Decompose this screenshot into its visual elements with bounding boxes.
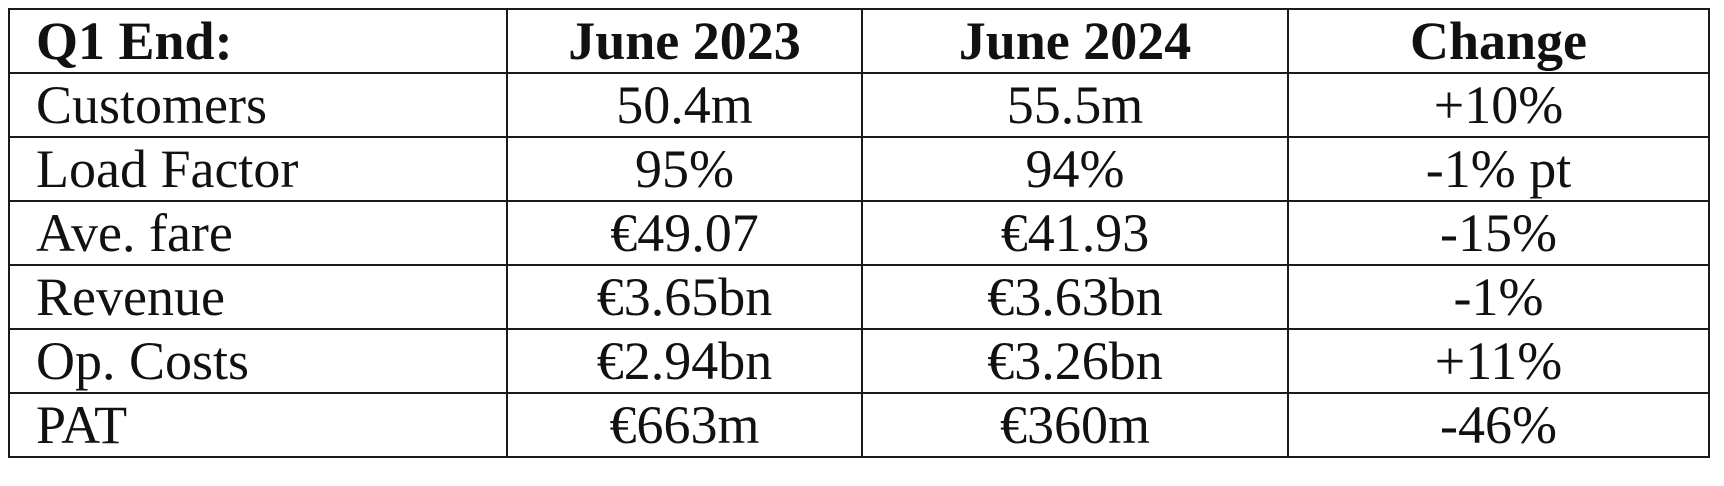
cell-june-2023: €3.65bn [506,264,863,330]
cell-june-2024: 55.5m [861,72,1289,138]
row-label: Revenue [8,264,508,330]
cell-june-2024: €360m [861,392,1289,458]
table-row: Op. Costs €2.94bn €3.26bn +11% [8,328,1710,394]
header-june-2023: June 2023 [506,8,863,74]
cell-change: -1% [1287,264,1710,330]
cell-june-2023: 50.4m [506,72,863,138]
cell-june-2024: €41.93 [861,200,1289,266]
cell-june-2023: €2.94bn [506,328,863,394]
table-header-row: Q1 End: June 2023 June 2024 Change [8,8,1710,74]
cell-change: +11% [1287,328,1710,394]
table-row: Revenue €3.65bn €3.63bn -1% [8,264,1710,330]
header-june-2024: June 2024 [861,8,1289,74]
cell-june-2023: €663m [506,392,863,458]
row-label: PAT [8,392,508,458]
results-table-container: Q1 End: June 2023 June 2024 Change Custo… [8,8,1710,458]
cell-change: +10% [1287,72,1710,138]
table-row: Ave. fare €49.07 €41.93 -15% [8,200,1710,266]
cell-june-2024: 94% [861,136,1289,202]
cell-june-2024: €3.26bn [861,328,1289,394]
row-label: Customers [8,72,508,138]
row-label: Load Factor [8,136,508,202]
cell-june-2024: €3.63bn [861,264,1289,330]
header-period: Q1 End: [8,8,508,74]
header-change: Change [1287,8,1710,74]
table-row: Load Factor 95% 94% -1% pt [8,136,1710,202]
cell-june-2023: 95% [506,136,863,202]
cell-change: -1% pt [1287,136,1710,202]
results-table: Q1 End: June 2023 June 2024 Change Custo… [8,8,1710,458]
cell-june-2023: €49.07 [506,200,863,266]
table-row: PAT €663m €360m -46% [8,392,1710,458]
cell-change: -46% [1287,392,1710,458]
row-label: Op. Costs [8,328,508,394]
cell-change: -15% [1287,200,1710,266]
row-label: Ave. fare [8,200,508,266]
table-row: Customers 50.4m 55.5m +10% [8,72,1710,138]
